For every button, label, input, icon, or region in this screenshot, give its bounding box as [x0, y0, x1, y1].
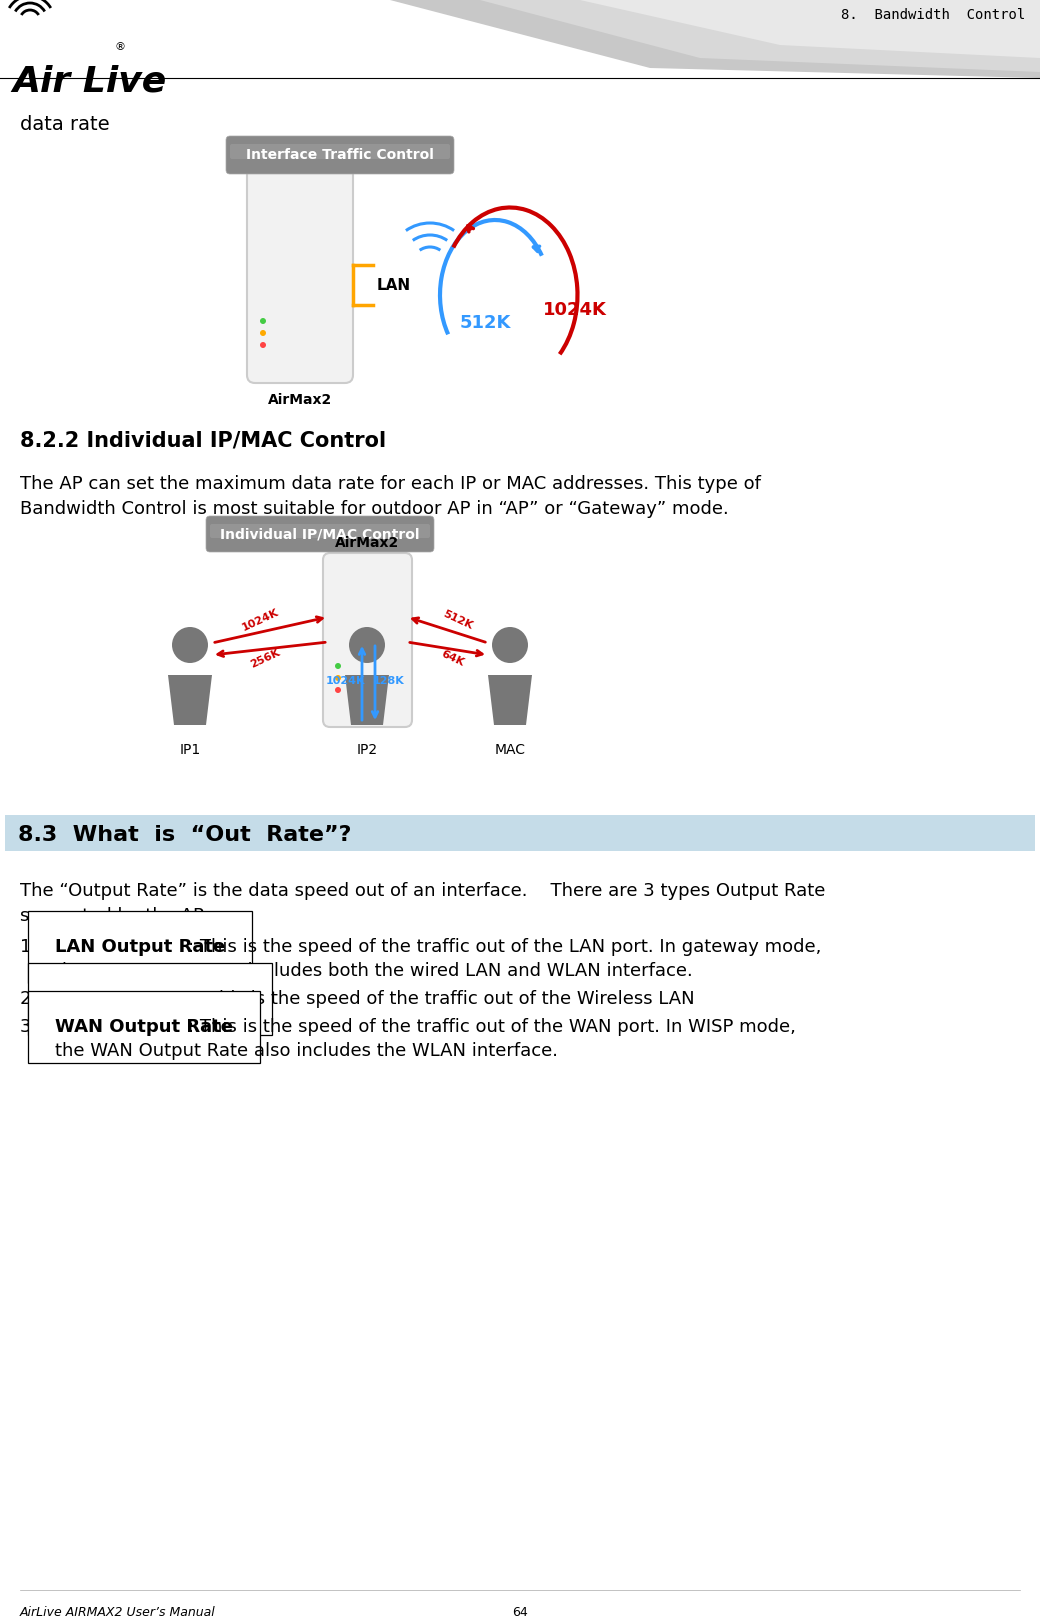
Text: 1.: 1.	[20, 939, 37, 956]
Text: 256K: 256K	[249, 647, 282, 669]
Text: WAN Output Rate: WAN Output Rate	[55, 1018, 233, 1036]
Text: : This is the speed of the traffic out of the Wireless LAN: : This is the speed of the traffic out o…	[196, 990, 695, 1008]
Text: 64K: 64K	[439, 648, 466, 668]
FancyBboxPatch shape	[323, 553, 412, 726]
Text: 1024K: 1024K	[326, 676, 365, 687]
Text: The “Output Rate” is the data speed out of an interface.    There are 3 types Ou: The “Output Rate” is the data speed out …	[20, 882, 826, 900]
Circle shape	[260, 331, 266, 336]
FancyBboxPatch shape	[248, 167, 353, 383]
Polygon shape	[390, 0, 1040, 78]
Text: the WAN Output Rate also includes the WLAN interface.: the WAN Output Rate also includes the WL…	[55, 1042, 558, 1060]
Text: 2.: 2.	[20, 990, 37, 1008]
Polygon shape	[488, 674, 532, 725]
Text: ®: ®	[115, 42, 126, 52]
Text: 1024K: 1024K	[240, 608, 280, 632]
Text: AirMax2: AirMax2	[268, 392, 332, 407]
Circle shape	[335, 687, 341, 694]
Text: : This is the speed of the traffic out of the LAN port. In gateway mode,: : This is the speed of the traffic out o…	[188, 939, 822, 956]
Text: Air Live: Air Live	[12, 65, 166, 99]
Text: 64: 64	[512, 1606, 528, 1619]
Polygon shape	[345, 674, 389, 725]
Text: LAN Output Rate: LAN Output Rate	[55, 939, 226, 956]
FancyBboxPatch shape	[226, 136, 454, 173]
Text: Bandwidth Control is most suitable for outdoor AP in “AP” or “Gateway” mode.: Bandwidth Control is most suitable for o…	[20, 499, 729, 519]
FancyBboxPatch shape	[206, 515, 434, 553]
Text: Individual IP/MAC Control: Individual IP/MAC Control	[220, 527, 420, 541]
FancyBboxPatch shape	[210, 524, 430, 538]
Circle shape	[492, 627, 528, 663]
Circle shape	[349, 627, 385, 663]
Text: 512K: 512K	[441, 609, 474, 631]
Text: 1024K: 1024K	[543, 302, 607, 319]
Text: supported by the AP: supported by the AP	[20, 908, 204, 926]
Text: Interface Traffic Control: Interface Traffic Control	[246, 148, 434, 162]
Circle shape	[335, 674, 341, 681]
Text: 128K: 128K	[373, 676, 405, 687]
Text: : This is the speed of the traffic out of the WAN port. In WISP mode,: : This is the speed of the traffic out o…	[188, 1018, 796, 1036]
Text: 512K: 512K	[460, 314, 511, 332]
Text: the LAN Output Rate includes both the wired LAN and WLAN interface.: the LAN Output Rate includes both the wi…	[55, 961, 693, 981]
Text: WLAN Output Rate: WLAN Output Rate	[55, 990, 245, 1008]
Circle shape	[260, 318, 266, 324]
Polygon shape	[168, 674, 212, 725]
Text: data rate: data rate	[20, 115, 109, 135]
Text: IP1: IP1	[179, 742, 201, 757]
FancyBboxPatch shape	[230, 144, 450, 159]
Text: The AP can set the maximum data rate for each IP or MAC addresses. This type of: The AP can set the maximum data rate for…	[20, 475, 761, 493]
Circle shape	[335, 663, 341, 669]
Text: LAN: LAN	[378, 277, 411, 292]
Text: AirMax2: AirMax2	[335, 537, 399, 550]
Text: 8.3  What  is  “Out  Rate”?: 8.3 What is “Out Rate”?	[18, 825, 352, 845]
Text: AirLive AIRMAX2 User’s Manual: AirLive AIRMAX2 User’s Manual	[20, 1606, 215, 1619]
FancyBboxPatch shape	[5, 815, 1035, 851]
Polygon shape	[580, 0, 1040, 58]
Text: MAC: MAC	[494, 742, 525, 757]
Text: IP2: IP2	[357, 742, 378, 757]
Text: 8.  Bandwidth  Control: 8. Bandwidth Control	[840, 8, 1025, 23]
Text: 8.2.2 Individual IP/MAC Control: 8.2.2 Individual IP/MAC Control	[20, 430, 386, 451]
Polygon shape	[480, 0, 1040, 71]
Circle shape	[172, 627, 208, 663]
Circle shape	[260, 342, 266, 349]
Text: 3.: 3.	[20, 1018, 37, 1036]
